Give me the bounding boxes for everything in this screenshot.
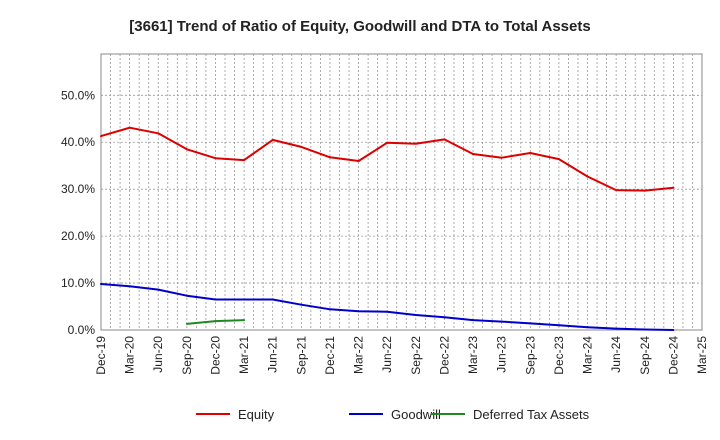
data-point-goodwill: [100, 283, 102, 285]
data-point-equity: [128, 126, 131, 129]
data-point-goodwill: [672, 329, 675, 331]
legend: Equity Goodwill Deferred Tax Assets: [196, 407, 590, 422]
data-point-equity: [672, 186, 675, 189]
data-point-equity: [557, 158, 560, 161]
x-tick-label: Sep-24: [638, 336, 652, 375]
data-point-equity: [472, 152, 475, 155]
data-point-equity: [586, 175, 589, 178]
data-point-goodwill: [443, 316, 446, 319]
data-point-goodwill: [157, 288, 160, 291]
x-tick-label: Dec-19: [94, 336, 108, 375]
data-point-deferred-tax-assets: [243, 319, 246, 322]
x-tick-label: Dec-20: [208, 336, 222, 375]
data-point-equity: [300, 145, 303, 148]
data-point-equity: [615, 189, 618, 192]
x-tick-label: Jun-23: [495, 336, 509, 373]
data-point-equity: [243, 159, 246, 162]
data-point-deferred-tax-assets: [214, 320, 217, 323]
data-point-goodwill: [328, 308, 331, 311]
y-tick-label: 50.0%: [61, 88, 95, 102]
data-point-goodwill: [271, 298, 274, 301]
data-point-equity: [357, 160, 360, 163]
y-tick-label: 10.0%: [61, 276, 95, 290]
data-point-equity: [443, 138, 446, 141]
legend-label-deferred-tax-assets: Deferred Tax Assets: [473, 407, 590, 422]
x-tick-label: Sep-21: [294, 336, 308, 375]
x-tick-label: Mar-21: [237, 336, 251, 374]
data-point-goodwill: [357, 310, 360, 313]
x-tick-label: Mar-25: [695, 336, 709, 374]
x-tick-label: Jun-20: [151, 336, 165, 373]
data-point-equity: [271, 138, 274, 141]
data-point-goodwill: [185, 294, 188, 297]
x-tick-label: Dec-21: [323, 336, 337, 375]
data-point-goodwill: [214, 298, 217, 301]
data-point-goodwill: [414, 313, 417, 316]
x-tick-label: Dec-24: [666, 336, 680, 375]
data-point-goodwill: [643, 328, 646, 331]
x-tick-label: Sep-20: [180, 336, 194, 375]
data-point-equity: [185, 148, 188, 151]
x-tick-label: Dec-22: [437, 336, 451, 375]
x-tick-label: Mar-20: [123, 336, 137, 374]
data-point-equity: [643, 189, 646, 192]
data-point-goodwill: [386, 310, 389, 313]
plot-area: [100, 53, 703, 331]
data-point-goodwill: [586, 326, 589, 329]
data-point-equity: [529, 152, 532, 155]
chart-title: [3661] Trend of Ratio of Equity, Goodwil…: [129, 18, 590, 35]
x-tick-label: Sep-23: [523, 336, 537, 375]
data-point-goodwill: [500, 320, 503, 323]
x-tick-label: Sep-22: [409, 336, 423, 375]
legend-label-equity: Equity: [238, 407, 275, 422]
x-tick-label: Jun-22: [380, 336, 394, 373]
data-point-goodwill: [557, 324, 560, 327]
data-point-equity: [100, 135, 102, 138]
x-tick-label: Jun-21: [266, 336, 280, 373]
x-tick-label: Dec-23: [552, 336, 566, 375]
data-point-goodwill: [529, 322, 532, 325]
data-point-goodwill: [300, 303, 303, 306]
x-axis-ticks: Dec-19 Mar-20 Jun-20 Sep-20 Dec-20 Mar-21 Jun-…: [94, 336, 709, 375]
y-tick-label: 0.0%: [68, 323, 96, 337]
data-point-equity: [214, 157, 217, 160]
y-tick-label: 30.0%: [61, 182, 95, 196]
data-point-goodwill: [472, 319, 475, 322]
legend-label-goodwill: Goodwill: [391, 407, 441, 422]
x-tick-label: Jun-24: [609, 336, 623, 373]
series-layer: [100, 126, 675, 331]
data-point-goodwill: [128, 285, 131, 288]
data-point-goodwill: [615, 327, 618, 330]
y-axis-ticks: 0.0% 10.0% 20.0% 30.0% 40.0% 50.0%: [61, 88, 95, 337]
data-point-equity: [414, 142, 417, 145]
x-tick-label: Mar-22: [352, 336, 366, 374]
x-tick-label: Mar-24: [581, 336, 595, 374]
data-point-equity: [386, 141, 389, 144]
data-point-deferred-tax-assets: [185, 322, 188, 325]
data-point-equity: [500, 156, 503, 159]
y-tick-label: 40.0%: [61, 135, 95, 149]
y-tick-label: 20.0%: [61, 229, 95, 243]
data-point-goodwill: [243, 298, 246, 301]
x-tick-label: Mar-23: [466, 336, 480, 374]
data-point-equity: [157, 132, 160, 135]
data-point-equity: [328, 156, 331, 159]
grid: [101, 54, 702, 330]
